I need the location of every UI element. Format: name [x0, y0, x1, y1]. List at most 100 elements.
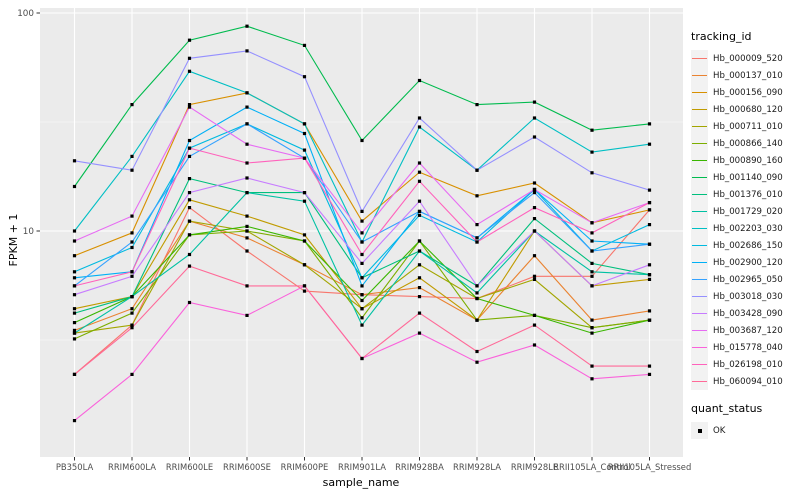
data-point-Hb_000890_160 [475, 296, 479, 301]
data-point-Hb_001140_090 [647, 122, 652, 126]
data-point-Hb_026198_010 [245, 161, 249, 165]
line-swatch-icon [692, 380, 707, 383]
data-point-Hb_001140_090 [245, 24, 249, 28]
legend-item-Hb_000711_010: Hb_000711_010 [691, 118, 799, 135]
legend-item-label: Hb_001140_090 [713, 172, 783, 183]
legend-item-label: Hb_002203_030 [713, 223, 783, 234]
data-point-Hb_003428_090 [532, 229, 537, 233]
data-point-Hb_001729_020 [590, 270, 594, 274]
data-point-Hb_003428_090 [360, 261, 364, 265]
y-tick-label: 10 [23, 227, 35, 237]
data-point-Hb_001729_020 [187, 252, 192, 257]
data-point-Hb_003018_030 [647, 188, 652, 192]
data-point-Hb_060094_010 [187, 264, 192, 268]
data-point-Hb_001140_090 [130, 103, 134, 107]
legend-key-swatch [691, 373, 708, 390]
x-tick-label: RRIM600PE [281, 462, 329, 472]
data-point-Hb_003018_030 [417, 116, 422, 120]
x-tick-label: PB350LA [56, 462, 94, 472]
legend-item-quant-OK: OK [691, 422, 799, 439]
data-point-Hb_003018_030 [130, 168, 134, 172]
data-point-Hb_002203_030 [302, 122, 307, 126]
data-point-Hb_002965_050 [130, 240, 134, 244]
legend-key-swatch [691, 322, 708, 339]
data-point-Hb_002900_120 [360, 284, 364, 288]
legend-item-label: Hb_002686_150 [713, 240, 783, 251]
line-swatch-icon [692, 108, 707, 111]
legend-item-label: Hb_000866_140 [713, 138, 783, 149]
y-tick-label: 100 [17, 9, 34, 19]
legend-item-Hb_000009_520: Hb_000009_520 [691, 50, 799, 67]
data-point-Hb_002965_050 [532, 191, 537, 195]
data-point-Hb_000866_140 [245, 229, 249, 233]
data-point-Hb_003687_120 [532, 187, 537, 192]
data-point-Hb_003018_030 [532, 135, 537, 139]
legend-item-label: Hb_000156_090 [713, 87, 783, 98]
data-point-Hb_000890_160 [647, 318, 652, 322]
line-swatch-icon [692, 159, 707, 162]
data-point-Hb_000156_090 [187, 103, 192, 107]
line-swatch-icon [692, 295, 707, 298]
data-point-Hb_002900_120 [245, 105, 249, 109]
data-point-Hb_026198_010 [72, 284, 77, 288]
data-point-Hb_015778_040 [532, 343, 537, 347]
data-point-Hb_001140_090 [532, 100, 537, 104]
data-point-Hb_001140_090 [475, 103, 479, 107]
data-point-Hb_000009_520 [245, 249, 249, 253]
legend-items-quant-status: OK [691, 422, 799, 439]
data-point-Hb_000137_010 [245, 236, 249, 240]
data-point-Hb_000711_010 [360, 307, 364, 311]
data-point-Hb_001729_020 [130, 295, 134, 299]
data-point-Hb_001729_020 [72, 331, 77, 335]
data-point-Hb_000680_120 [302, 233, 307, 237]
legend-item-Hb_000890_160: Hb_000890_160 [691, 152, 799, 169]
data-point-Hb_001376_010 [590, 261, 594, 265]
legend-item-label: Hb_003018_030 [713, 291, 783, 302]
data-point-Hb_000680_120 [72, 307, 77, 311]
data-point-Hb_001376_010 [532, 217, 537, 221]
legend-title-quant-status: quant_status [691, 402, 763, 415]
data-point-Hb_001729_020 [647, 273, 652, 277]
data-point-Hb_060094_010 [72, 372, 77, 376]
data-point-Hb_002686_150 [130, 245, 134, 250]
data-point-Hb_026198_010 [532, 206, 537, 210]
data-point-Hb_060094_010 [245, 284, 249, 288]
legend-item-label: Hb_000890_160 [713, 155, 783, 166]
legend-item-Hb_000680_120: Hb_000680_120 [691, 101, 799, 118]
data-point-Hb_000890_160 [590, 331, 594, 335]
data-point-Hb_060094_010 [302, 284, 307, 288]
data-point-Hb_000137_010 [647, 309, 652, 313]
legend-item-label: Hb_001376_010 [713, 189, 783, 200]
data-point-Hb_000711_010 [187, 219, 192, 223]
data-point-Hb_000137_010 [532, 254, 537, 258]
data-point-Hb_000711_010 [417, 263, 422, 267]
data-point-Hb_060094_010 [360, 356, 364, 361]
data-point-Hb_026198_010 [590, 231, 594, 235]
x-axis-title: sample_name [322, 476, 400, 489]
legend-item-Hb_015778_040: Hb_015778_040 [691, 339, 799, 356]
data-point-Hb_000866_140 [72, 337, 77, 341]
data-point-Hb_026198_010 [130, 270, 134, 274]
data-point-Hb_000009_520 [302, 289, 307, 293]
legend-item-label: Hb_003428_090 [713, 308, 783, 319]
data-point-Hb_003687_120 [360, 231, 364, 235]
legend-key-swatch [691, 67, 708, 84]
data-point-Hb_002900_120 [302, 131, 307, 136]
legend-item-Hb_000156_090: Hb_000156_090 [691, 84, 799, 101]
data-point-Hb_002203_030 [130, 154, 134, 158]
data-point-Hb_015778_040 [647, 372, 652, 376]
legend-item-label: Hb_000680_120 [713, 104, 783, 115]
data-point-Hb_000009_520 [590, 274, 594, 278]
legend-key-swatch [691, 84, 708, 101]
legend-item-label: Hb_001729_020 [713, 206, 783, 217]
legend-item-Hb_001376_010: Hb_001376_010 [691, 186, 799, 203]
data-point-Hb_000137_010 [590, 318, 594, 322]
data-point-Hb_001140_090 [417, 78, 422, 83]
data-point-Hb_003428_090 [72, 293, 77, 297]
line-swatch-icon [692, 346, 707, 349]
line-swatch-icon [692, 210, 707, 213]
legend-key-swatch [691, 203, 708, 220]
data-point-Hb_000711_010 [130, 323, 134, 327]
x-tick-label: RRIM600LA [108, 462, 156, 472]
data-point-Hb_000866_140 [360, 316, 364, 320]
